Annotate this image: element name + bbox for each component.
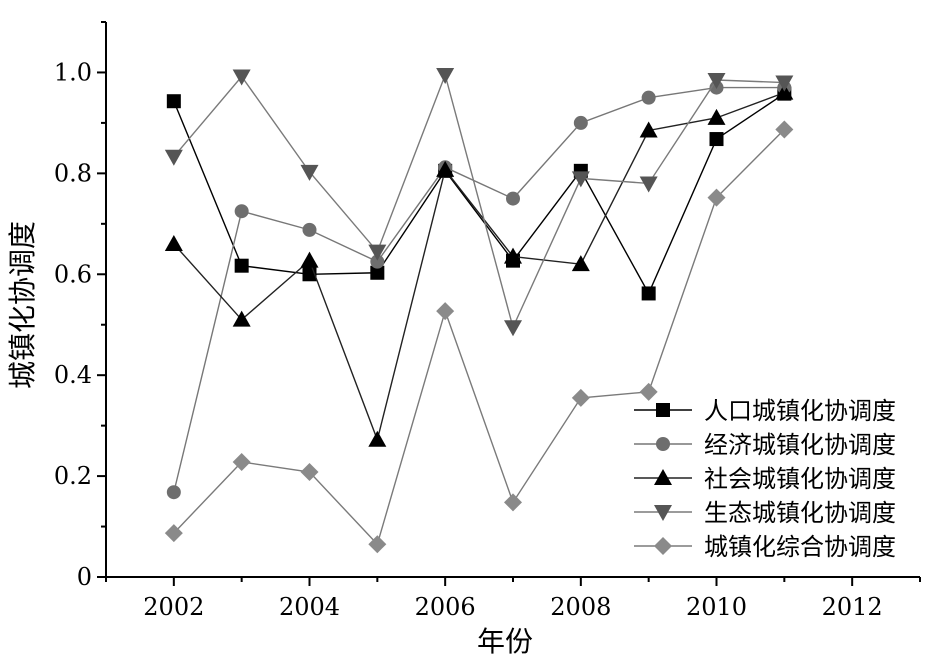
x-tick-label: 2012 (822, 593, 883, 621)
data-point (232, 69, 251, 86)
series-line (173, 72, 785, 330)
data-point (775, 75, 794, 92)
x-tick-label: 2002 (143, 593, 204, 621)
data-point (707, 73, 726, 90)
data-point (639, 176, 658, 193)
data-point (164, 524, 183, 543)
y-tick-label: 1.0 (54, 58, 92, 86)
data-point (232, 452, 251, 471)
series (164, 67, 794, 554)
series-line (173, 93, 785, 296)
legend-marker (656, 437, 670, 451)
data-point (234, 258, 249, 273)
data-point (370, 254, 385, 269)
y-tick-label: 0 (77, 563, 92, 591)
data-point (707, 188, 726, 207)
x-tick-label: 2010 (686, 593, 747, 621)
data-point (436, 67, 455, 84)
x-tick-label: 2004 (279, 593, 340, 621)
x-tick-label: 2008 (550, 593, 611, 621)
y-tick-label: 0.8 (54, 159, 92, 187)
legend-item: 城镇化综合协调度 (634, 533, 896, 561)
series-line (173, 91, 785, 443)
ticks: 2002 2004 2006 2008 2010 2012 0 0.2 0.4 0.6 0.8 1.0 (54, 21, 921, 621)
data-point (368, 535, 387, 554)
x-axis-title: 年份 (477, 625, 533, 658)
data-point (709, 132, 724, 147)
data-point (641, 286, 656, 301)
legend-marker (656, 403, 670, 417)
data-point (571, 388, 590, 407)
data-point (166, 485, 181, 500)
series-3 (164, 83, 794, 447)
y-axis-title: 城镇化协调度 (6, 221, 39, 389)
data-point (775, 120, 794, 139)
legend-label: 城镇化综合协调度 (704, 533, 896, 561)
y-tick-label: 0.2 (54, 462, 92, 490)
data-point (573, 115, 588, 130)
data-point (300, 251, 319, 268)
legend-marker (654, 537, 672, 555)
data-point (302, 222, 317, 237)
data-point (504, 493, 522, 512)
legend-label: 生态城镇化协调度 (704, 499, 896, 527)
legend-item: 生态城镇化协调度 (634, 499, 896, 527)
legend-item: 经济城镇化协调度 (634, 431, 896, 459)
data-point (641, 90, 656, 105)
data-point (234, 204, 249, 219)
data-point (571, 255, 590, 272)
legend-item: 人口城镇化协调度 (634, 397, 896, 425)
data-point (571, 171, 590, 188)
data-point (506, 191, 520, 206)
data-point (300, 463, 319, 482)
series-line (173, 128, 785, 546)
y-tick-label: 0.4 (54, 361, 92, 389)
data-point (368, 244, 387, 261)
data-point (707, 108, 726, 125)
data-point (639, 382, 658, 401)
data-point (370, 265, 385, 280)
data-point (232, 310, 251, 327)
legend-item: 社会城镇化协调度 (634, 465, 896, 493)
data-point (504, 320, 522, 337)
series-2 (166, 80, 792, 500)
data-point (368, 430, 387, 447)
x-tick-label: 2006 (415, 593, 476, 621)
data-point (436, 302, 455, 321)
data-point (436, 160, 455, 177)
legend-marker (654, 469, 672, 485)
data-point (166, 94, 181, 109)
legend-label: 社会城镇化协调度 (704, 465, 896, 493)
data-point (504, 247, 522, 264)
series-5 (164, 120, 794, 554)
series-1 (166, 86, 792, 301)
legend-label: 人口城镇化协调度 (704, 397, 896, 425)
data-point (639, 121, 658, 138)
data-point (300, 164, 319, 181)
data-point (775, 83, 794, 100)
series-line (173, 86, 785, 493)
data-point (164, 149, 183, 166)
y-tick-label: 0.6 (54, 260, 92, 288)
legend-label: 经济城镇化协调度 (704, 431, 896, 459)
legend-marker (654, 505, 672, 521)
data-point (164, 235, 183, 251)
series-4 (164, 67, 794, 337)
